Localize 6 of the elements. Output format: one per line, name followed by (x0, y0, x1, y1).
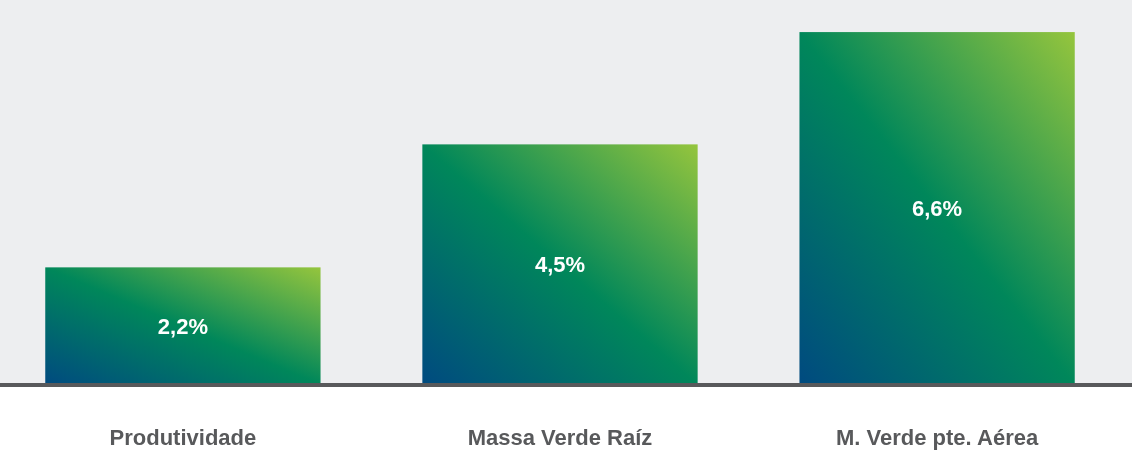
x-tick-label: Produtividade (109, 425, 257, 450)
data-label: 2,2% (157, 313, 208, 339)
x-tick-label: M. Verde pte. Aérea (836, 425, 1039, 450)
data-label: 6,6% (912, 196, 963, 222)
x-tick-label: Massa Verde Raíz (467, 425, 653, 450)
data-label: 4,5% (534, 252, 586, 278)
